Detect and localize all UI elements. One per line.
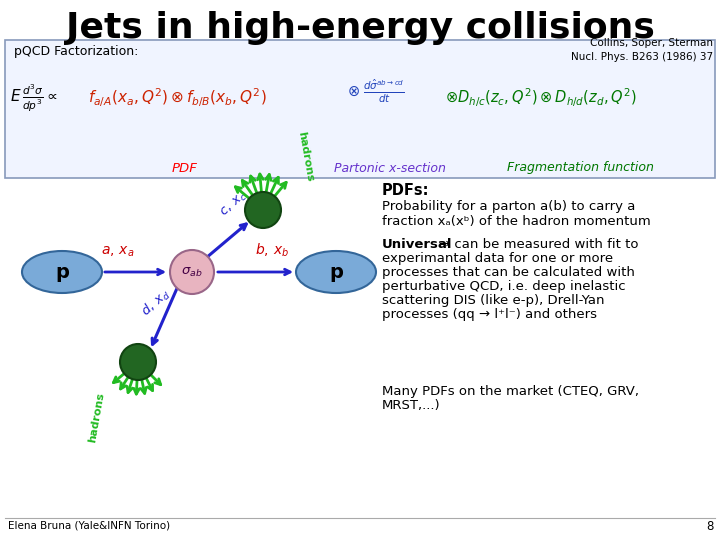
Text: $E\,\frac{d^3\sigma}{dp^3} \propto$: $E\,\frac{d^3\sigma}{dp^3} \propto$ bbox=[10, 83, 58, 113]
Text: experimantal data for one or more: experimantal data for one or more bbox=[382, 252, 613, 265]
Text: hadrons: hadrons bbox=[87, 392, 106, 444]
Text: Fragmentation function: Fragmentation function bbox=[507, 161, 654, 174]
Text: hadrons: hadrons bbox=[296, 130, 315, 182]
Text: $a,\,x_a$: $a,\,x_a$ bbox=[102, 245, 135, 259]
Text: → can be measured with fit to: → can be measured with fit to bbox=[439, 238, 639, 251]
Text: Jets in high-energy collisions: Jets in high-energy collisions bbox=[66, 11, 654, 45]
Text: Many PDFs on the market (CTEQ, GRV,: Many PDFs on the market (CTEQ, GRV, bbox=[382, 385, 639, 398]
Circle shape bbox=[170, 250, 214, 294]
Circle shape bbox=[120, 344, 156, 380]
Text: p: p bbox=[55, 262, 69, 281]
Text: 8: 8 bbox=[706, 519, 714, 532]
Text: $c,\,x_c$: $c,\,x_c$ bbox=[218, 190, 250, 220]
Text: $\sigma_{ab}$: $\sigma_{ab}$ bbox=[181, 266, 203, 279]
Text: Elena Bruna (Yale&INFN Torino): Elena Bruna (Yale&INFN Torino) bbox=[8, 521, 170, 531]
Text: processes that can be calculated with: processes that can be calculated with bbox=[382, 266, 635, 279]
Bar bbox=[5, 40, 715, 178]
Text: PDFs:: PDFs: bbox=[382, 183, 430, 198]
Text: MRST,...): MRST,...) bbox=[382, 399, 441, 412]
Text: $\otimes D_{h/c}(z_c, Q^2) \otimes D_{h/d}(z_d, Q^2)$: $\otimes D_{h/c}(z_c, Q^2) \otimes D_{h/… bbox=[445, 86, 636, 109]
Text: perturbative QCD, i.e. deep inelastic: perturbative QCD, i.e. deep inelastic bbox=[382, 280, 626, 293]
Text: $d,\,x_d$: $d,\,x_d$ bbox=[138, 286, 174, 320]
Text: scattering DIS (like e-p), Drell-Yan: scattering DIS (like e-p), Drell-Yan bbox=[382, 294, 605, 307]
Text: fraction xₐ(xᵇ) of the hadron momentum: fraction xₐ(xᵇ) of the hadron momentum bbox=[382, 215, 651, 228]
Ellipse shape bbox=[22, 251, 102, 293]
Text: $\otimes\;\frac{d\hat{\sigma}^{ab\rightarrow cd}}{dt}$: $\otimes\;\frac{d\hat{\sigma}^{ab\righta… bbox=[347, 77, 405, 105]
Text: Partonic x-section: Partonic x-section bbox=[334, 161, 446, 174]
Circle shape bbox=[245, 192, 281, 228]
Text: Universal: Universal bbox=[382, 238, 452, 251]
Text: $f_{a/A}(x_a, Q^2) \otimes f_{b/B}(x_b, Q^2)$: $f_{a/A}(x_a, Q^2) \otimes f_{b/B}(x_b, … bbox=[88, 86, 266, 109]
Text: PDF: PDF bbox=[172, 161, 198, 174]
Text: processes (qq → l⁺l⁻) and others: processes (qq → l⁺l⁻) and others bbox=[382, 308, 597, 321]
Text: $b,\,x_b$: $b,\,x_b$ bbox=[255, 241, 289, 259]
Text: Collins, Soper, Sterman
Nucl. Phys. B263 (1986) 37: Collins, Soper, Sterman Nucl. Phys. B263… bbox=[571, 38, 713, 62]
Text: p: p bbox=[329, 262, 343, 281]
Text: Probability for a parton a(b) to carry a: Probability for a parton a(b) to carry a bbox=[382, 200, 635, 213]
Text: pQCD Factorization:: pQCD Factorization: bbox=[14, 45, 138, 58]
Ellipse shape bbox=[296, 251, 376, 293]
